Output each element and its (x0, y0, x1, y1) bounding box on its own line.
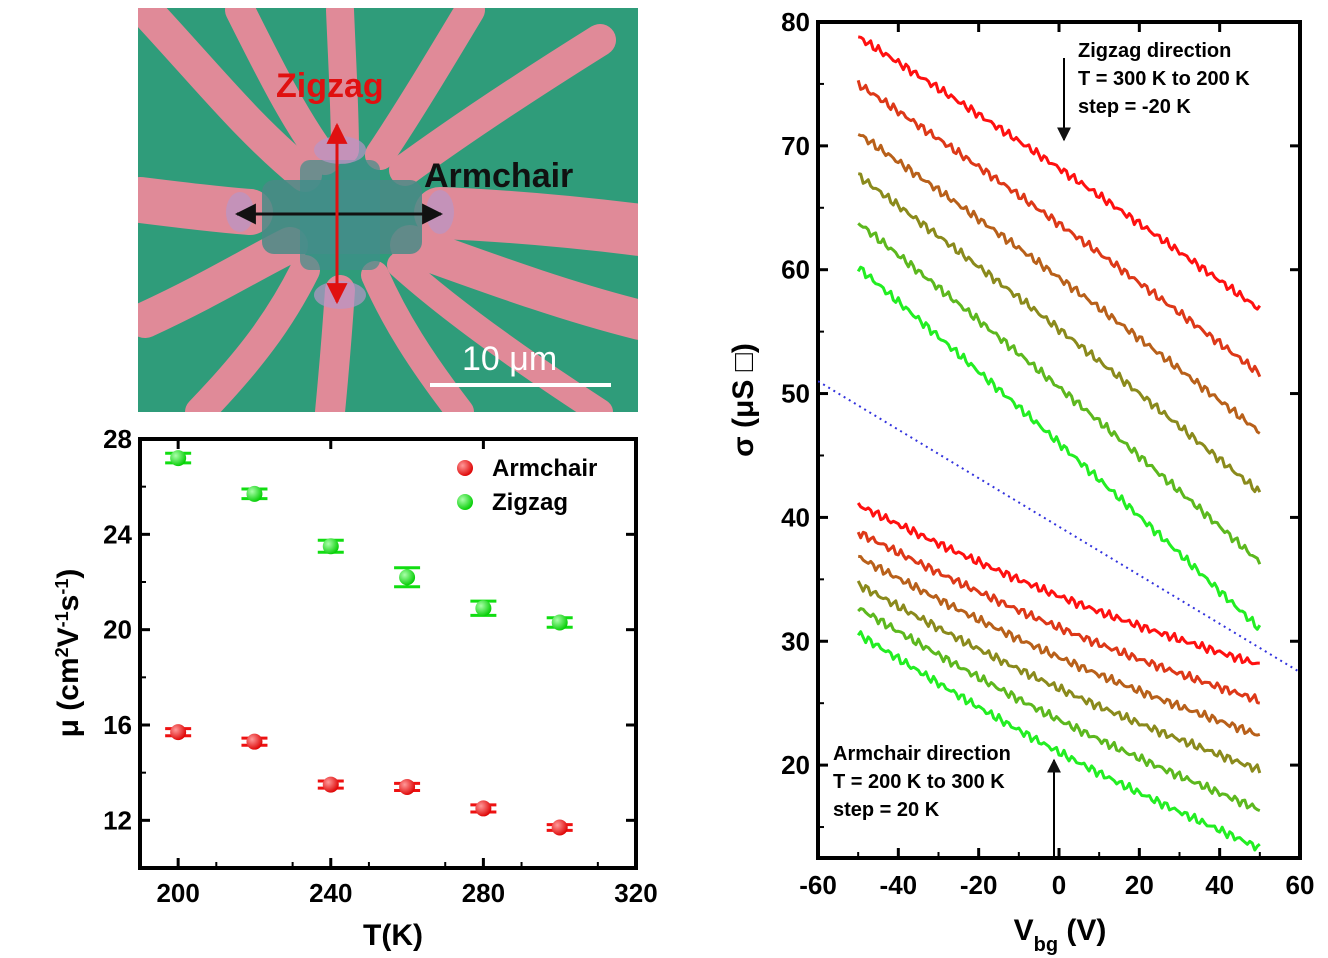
conductivity-x-axis-label: Vbg (V) (1014, 914, 1107, 956)
mobility-legend: Armchair Zigzag (457, 455, 597, 516)
mobility-point-zigzag (241, 485, 268, 502)
data-marker (475, 600, 492, 617)
conductivity-y-tick-label: 70 (781, 131, 810, 161)
mobility-point-zigzag (546, 614, 573, 631)
mobility-point-armchair (241, 733, 268, 750)
mobility-point-zigzag (317, 538, 344, 555)
armchair-curve-300K (856, 502, 1260, 666)
armchair-curve-220K (857, 607, 1261, 812)
mobility-x-axis-label: T(K) (363, 919, 423, 952)
conductivity-ticks: -60 -40 -20 0 20 40 60 20 30 40 50 60 70 80 (781, 7, 1314, 900)
legend-marker-armchair (457, 460, 473, 476)
zigzag-annotation-line2: T = 300 K to 200 K (1078, 68, 1250, 90)
data-marker (246, 733, 263, 750)
data-marker (551, 819, 568, 836)
mobility-y-tick-label: 20 (103, 615, 132, 645)
mobility-point-zigzag (470, 599, 497, 617)
conductivity-y-tick-label: 50 (781, 379, 810, 409)
data-marker (322, 776, 339, 793)
mobility-point-armchair (546, 819, 573, 836)
mobility-chart: 200 240 280 320 12 16 20 24 28 Armchair Zigzag T… (52, 424, 658, 952)
legend-label-zigzag: Zigzag (492, 489, 568, 516)
mobility-point-armchair (394, 778, 421, 795)
mobility-x-tick-label: 240 (309, 878, 352, 908)
conductivity-x-tick-label: -60 (799, 870, 837, 900)
data-marker (399, 778, 416, 795)
mobility-y-tick-label: 24 (103, 519, 132, 549)
armchair-annotation-line1: Armchair direction (833, 743, 1011, 765)
mobility-y-axis-label: μ (cm2V-1s-1) (52, 569, 85, 738)
zigzag-annotation-line1: Zigzag direction (1078, 40, 1231, 62)
data-marker (170, 724, 187, 741)
armchair-annotation: Armchair direction T = 200 K to 300 K st… (833, 743, 1061, 856)
zigzag-curve-220K (857, 222, 1262, 565)
armchair-label: Armchair (424, 157, 573, 195)
conductivity-x-tick-label: 0 (1052, 870, 1066, 900)
group-divider-line (818, 380, 1300, 674)
conductivity-y-tick-label: 40 (781, 502, 810, 532)
mobility-y-tick-label: 16 (103, 710, 132, 740)
zigzag-label: Zigzag (276, 67, 384, 105)
armchair-curve-280K (856, 530, 1261, 705)
mobility-points (165, 450, 573, 836)
conductivity-chart: -60 -40 -20 0 20 40 60 20 30 40 50 60 70 80 Zigzag di… (727, 7, 1314, 956)
mobility-y-tick-label: 28 (103, 424, 132, 454)
zigzag-curve-240K (857, 172, 1262, 494)
mobility-point-armchair (470, 800, 497, 817)
data-marker (170, 450, 187, 467)
conductivity-y-tick-label: 30 (781, 626, 810, 656)
mobility-y-tick-label: 12 (103, 805, 132, 835)
optical-micrograph: Zigzag Armchair 10 μm (138, 8, 638, 412)
legend-marker-zigzag (457, 494, 473, 510)
armchair-curve-240K (856, 580, 1262, 774)
legend-label-armchair: Armchair (492, 455, 597, 482)
data-marker (399, 569, 416, 586)
mobility-x-tick-label: 320 (614, 878, 657, 908)
armchair-annotation-line2: T = 200 K to 300 K (833, 771, 1005, 793)
scale-bar-label: 10 μm (462, 340, 557, 378)
conductivity-x-tick-label: -20 (960, 870, 998, 900)
armchair-annotation-line3: step = 20 K (833, 799, 940, 821)
zigzag-curve-300K (857, 35, 1262, 311)
data-marker (475, 800, 492, 817)
mobility-point-armchair (317, 776, 344, 793)
conductivity-x-tick-label: 60 (1286, 870, 1315, 900)
zigzag-annotation-line3: step = -20 K (1078, 96, 1191, 118)
conductivity-x-tick-label: 40 (1205, 870, 1234, 900)
conductivity-x-tick-label: 20 (1125, 870, 1154, 900)
zigzag-curve-280K (856, 79, 1262, 378)
conductivity-y-tick-label: 20 (781, 750, 810, 780)
conductivity-x-tick-label: -40 (880, 870, 918, 900)
zigzag-curve-200K (856, 265, 1262, 631)
mobility-point-zigzag (165, 450, 192, 467)
mobility-point-armchair (165, 724, 192, 741)
mobility-plot-frame (138, 437, 638, 870)
mobility-x-tick-label: 280 (462, 878, 505, 908)
mobility-x-tick-label: 200 (156, 878, 199, 908)
mobility-ticks: 200 240 280 320 12 16 20 24 28 (103, 424, 658, 908)
data-marker (322, 538, 339, 555)
data-marker (246, 485, 263, 502)
armchair-curve-200K (856, 630, 1261, 852)
zigzag-annotation: Zigzag direction T = 300 K to 200 K step… (1057, 40, 1250, 142)
conductivity-y-tick-label: 80 (781, 7, 810, 37)
zigzag-curve-260K (857, 133, 1261, 435)
conductivity-y-axis-label: σ (μS □) (727, 343, 760, 457)
mobility-point-zigzag (394, 566, 421, 589)
conductivity-curves (818, 35, 1300, 852)
conductivity-y-tick-label: 60 (781, 255, 810, 285)
armchair-curve-260K (858, 554, 1261, 737)
data-marker (551, 614, 568, 631)
